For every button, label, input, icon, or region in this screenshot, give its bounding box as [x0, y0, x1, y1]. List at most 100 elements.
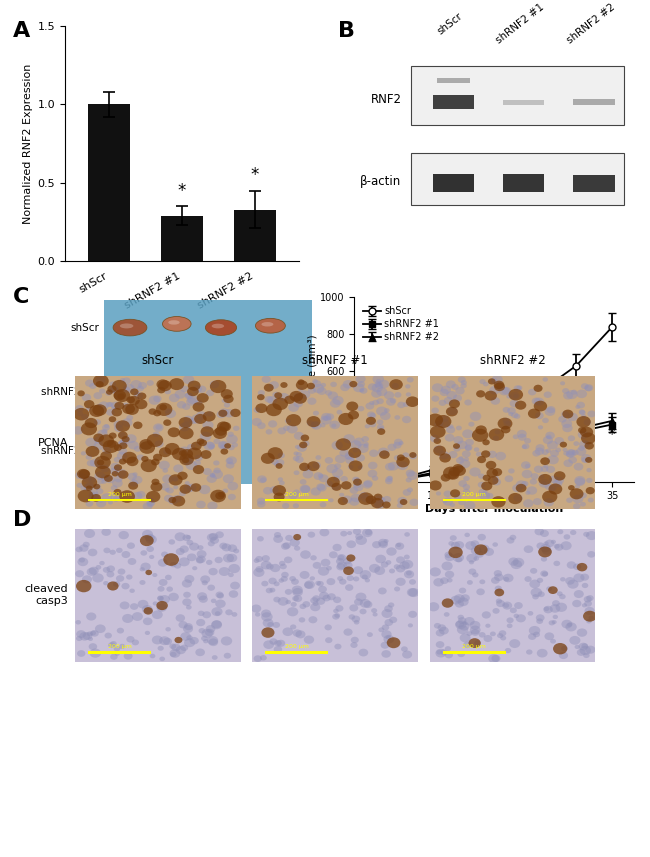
- Circle shape: [291, 602, 297, 607]
- Circle shape: [471, 629, 480, 636]
- Circle shape: [486, 624, 491, 628]
- Circle shape: [372, 613, 378, 616]
- Circle shape: [301, 434, 309, 441]
- Circle shape: [343, 434, 355, 444]
- Circle shape: [436, 629, 445, 637]
- Circle shape: [86, 567, 97, 576]
- Ellipse shape: [261, 445, 280, 453]
- Circle shape: [196, 500, 206, 508]
- Circle shape: [189, 637, 199, 644]
- Circle shape: [335, 438, 351, 451]
- Circle shape: [114, 488, 122, 495]
- Circle shape: [384, 619, 393, 626]
- Circle shape: [398, 441, 404, 445]
- Circle shape: [366, 417, 376, 425]
- Circle shape: [562, 410, 573, 418]
- Circle shape: [549, 483, 562, 494]
- Circle shape: [522, 470, 532, 478]
- Circle shape: [116, 548, 123, 553]
- Circle shape: [353, 566, 363, 574]
- Circle shape: [515, 484, 526, 493]
- Circle shape: [279, 481, 285, 485]
- Circle shape: [114, 646, 120, 651]
- Circle shape: [560, 577, 566, 582]
- Circle shape: [257, 498, 265, 505]
- Circle shape: [187, 483, 196, 492]
- Text: A: A: [13, 21, 31, 41]
- Circle shape: [543, 498, 554, 506]
- Circle shape: [157, 646, 164, 650]
- Circle shape: [291, 578, 299, 584]
- Circle shape: [210, 380, 226, 393]
- Circle shape: [210, 536, 219, 544]
- Circle shape: [446, 407, 458, 417]
- Circle shape: [172, 495, 185, 506]
- Circle shape: [346, 554, 356, 561]
- Circle shape: [584, 419, 592, 425]
- Circle shape: [406, 571, 412, 575]
- Circle shape: [184, 623, 193, 630]
- Circle shape: [379, 451, 390, 458]
- Circle shape: [448, 451, 458, 458]
- Circle shape: [458, 499, 466, 506]
- Circle shape: [362, 529, 372, 537]
- Circle shape: [227, 456, 237, 464]
- Circle shape: [147, 434, 163, 447]
- Circle shape: [509, 639, 520, 648]
- Circle shape: [300, 484, 311, 494]
- Circle shape: [538, 547, 552, 557]
- Circle shape: [495, 430, 501, 434]
- Circle shape: [546, 586, 552, 591]
- Circle shape: [211, 598, 216, 603]
- Circle shape: [313, 602, 318, 606]
- Circle shape: [320, 383, 326, 387]
- Circle shape: [559, 651, 568, 659]
- Circle shape: [514, 494, 523, 502]
- Circle shape: [469, 638, 481, 648]
- Circle shape: [436, 491, 441, 495]
- Circle shape: [297, 444, 307, 452]
- Circle shape: [170, 649, 181, 658]
- Circle shape: [157, 387, 165, 393]
- Circle shape: [429, 481, 442, 490]
- Circle shape: [107, 386, 116, 393]
- Circle shape: [111, 463, 120, 470]
- Circle shape: [569, 488, 584, 500]
- Circle shape: [549, 487, 555, 491]
- Circle shape: [90, 631, 96, 635]
- Circle shape: [369, 498, 375, 503]
- Circle shape: [547, 455, 559, 464]
- Circle shape: [545, 448, 551, 453]
- Circle shape: [430, 426, 446, 438]
- Circle shape: [459, 622, 469, 631]
- Circle shape: [586, 478, 593, 483]
- Circle shape: [497, 385, 502, 389]
- Circle shape: [402, 452, 410, 458]
- Circle shape: [465, 445, 473, 451]
- Circle shape: [96, 488, 103, 494]
- Circle shape: [583, 532, 590, 536]
- Circle shape: [122, 418, 133, 427]
- Circle shape: [540, 458, 550, 465]
- Circle shape: [562, 419, 572, 428]
- Circle shape: [223, 488, 228, 493]
- Circle shape: [149, 554, 154, 559]
- Circle shape: [200, 432, 211, 441]
- Circle shape: [201, 636, 208, 641]
- Circle shape: [132, 639, 139, 645]
- Circle shape: [197, 439, 205, 445]
- Circle shape: [381, 561, 389, 567]
- Text: *: *: [609, 428, 616, 441]
- Circle shape: [93, 483, 101, 490]
- Circle shape: [298, 617, 306, 622]
- Circle shape: [574, 476, 586, 485]
- Circle shape: [449, 399, 460, 408]
- Circle shape: [76, 630, 86, 638]
- Circle shape: [92, 497, 98, 501]
- Ellipse shape: [122, 446, 138, 455]
- Circle shape: [230, 582, 240, 590]
- Circle shape: [274, 532, 281, 537]
- Circle shape: [584, 442, 594, 450]
- Circle shape: [583, 611, 597, 621]
- Circle shape: [179, 490, 186, 496]
